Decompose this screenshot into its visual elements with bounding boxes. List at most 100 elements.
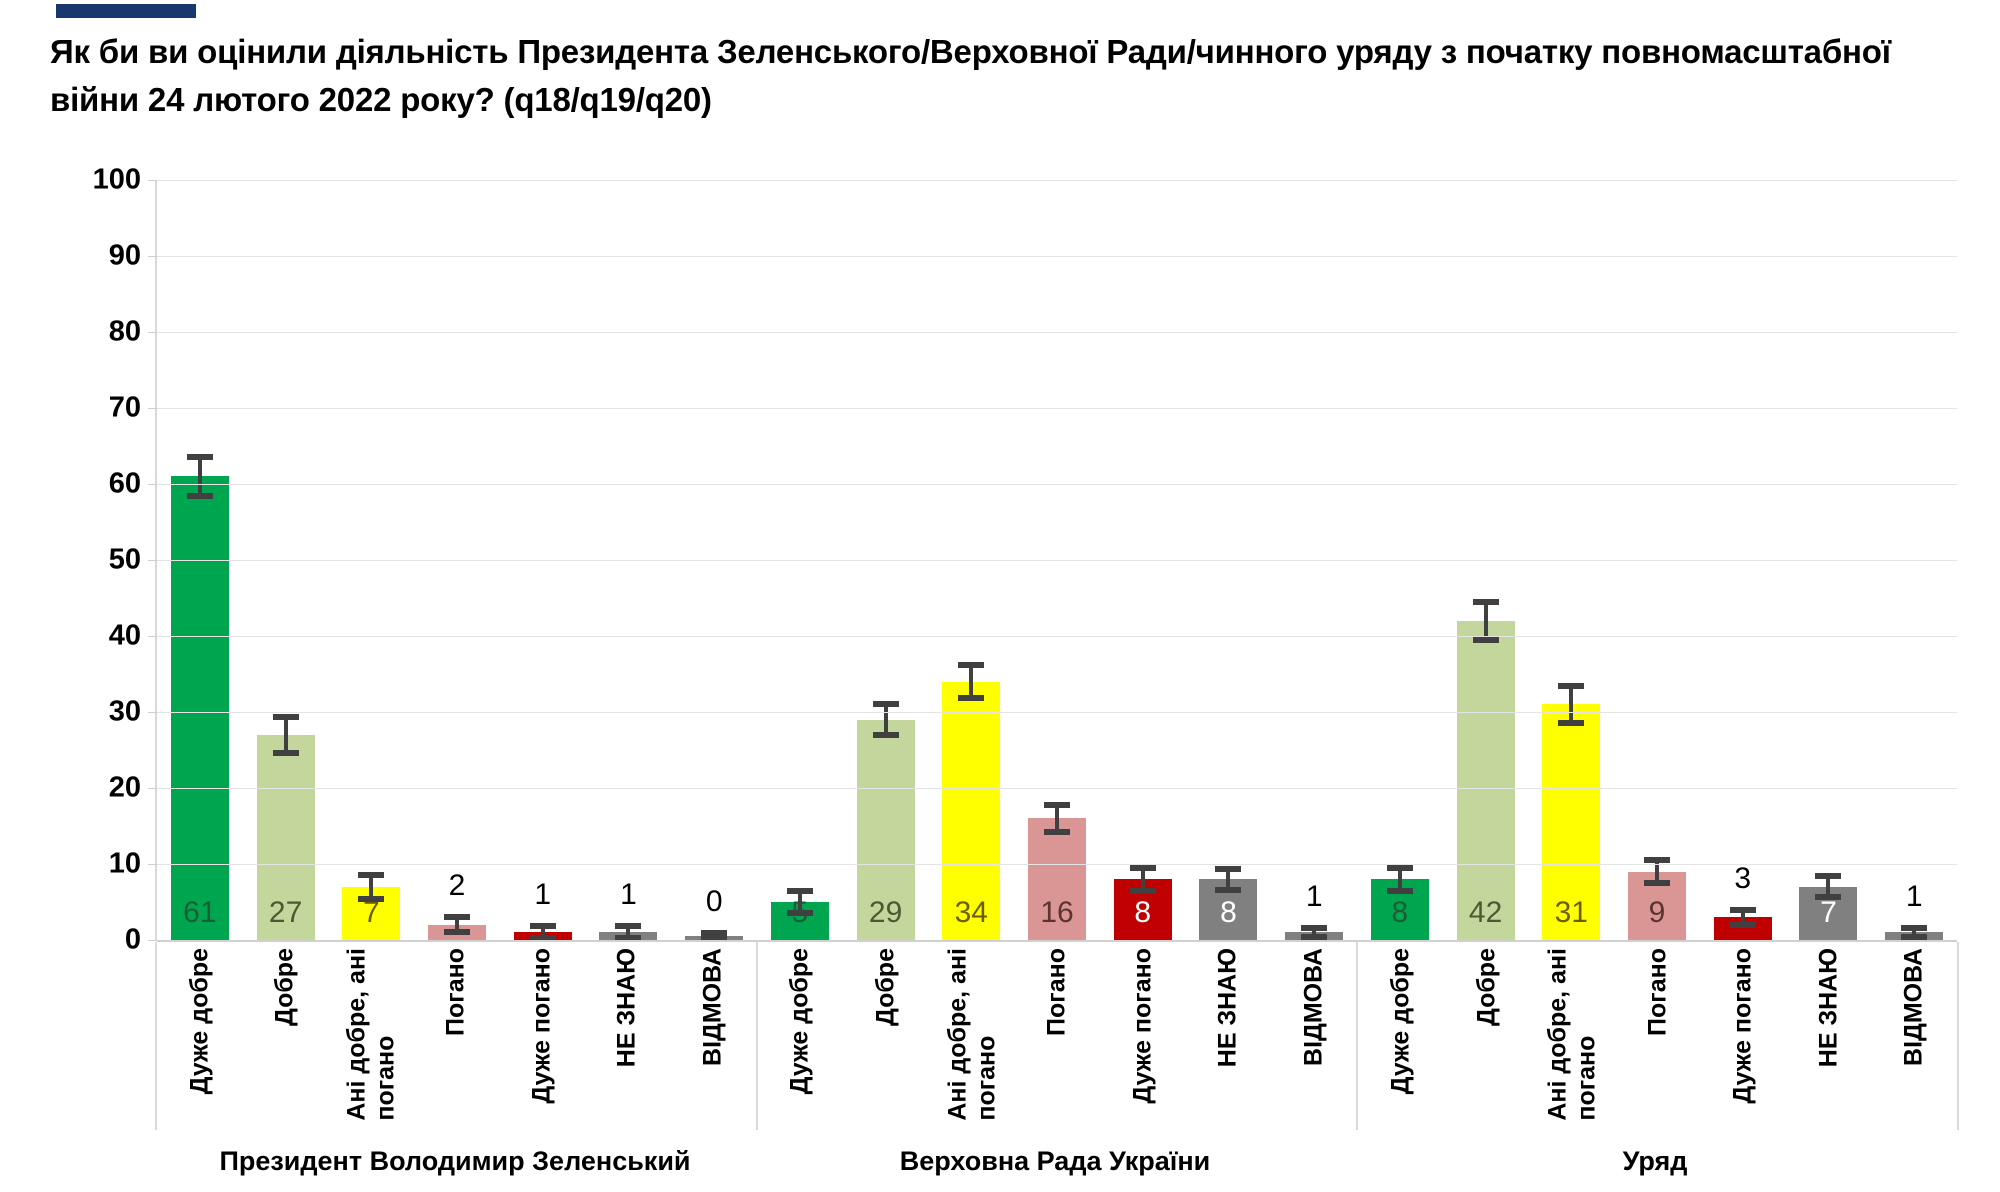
bar[interactable]: 27 bbox=[256, 734, 315, 940]
category-label: Погано bbox=[1042, 948, 1071, 1036]
bar-value-label: 1 bbox=[620, 878, 637, 912]
y-tick-mark bbox=[148, 560, 157, 561]
error-bar-line bbox=[1655, 860, 1660, 883]
gridline bbox=[157, 788, 1957, 789]
bar[interactable]: 16 bbox=[1028, 818, 1087, 940]
error-bar-line bbox=[1055, 804, 1060, 833]
bar-value-label: 1 bbox=[1905, 879, 1923, 913]
category-label: Добре bbox=[871, 948, 900, 1027]
y-tick-label: 0 bbox=[124, 923, 141, 956]
bar[interactable]: 61 bbox=[170, 476, 229, 940]
error-bar-cap-lower bbox=[786, 909, 813, 916]
gridline bbox=[157, 712, 1957, 713]
bar[interactable]: 42 bbox=[1456, 620, 1515, 940]
bar-slot: 5 bbox=[757, 180, 843, 940]
category-label-slot: Дуже погано bbox=[499, 942, 585, 1130]
category-label: ВІДМОВА bbox=[698, 948, 727, 1066]
error-bar-cap-lower bbox=[1558, 719, 1585, 726]
bar-slot: 0 bbox=[671, 180, 757, 943]
y-tick-mark bbox=[148, 256, 157, 257]
category-label-slot: НЕ ЗНАЮ bbox=[585, 942, 671, 1130]
error-bar-cap-upper bbox=[701, 929, 728, 936]
bar-group: 61 27 7 2 1 1 0 bbox=[157, 180, 757, 943]
gridline bbox=[157, 256, 1957, 257]
gridline bbox=[157, 636, 1957, 637]
bar-group: 5 29 34 16 8 8 1 bbox=[757, 180, 1357, 940]
accent-bar bbox=[56, 4, 196, 18]
bar-slot: 16 bbox=[1014, 180, 1100, 940]
y-tick-mark bbox=[148, 788, 157, 789]
error-bar-cap-upper bbox=[1644, 857, 1671, 864]
error-bar-cap-lower bbox=[1901, 933, 1928, 940]
error-bar-line bbox=[969, 664, 974, 699]
category-label: ВІДМОВА bbox=[1299, 948, 1328, 1066]
error-bar-cap-upper bbox=[1901, 924, 1928, 931]
category-label-slot: ВІДМОВА bbox=[670, 942, 756, 1130]
bar[interactable]: 5 bbox=[770, 898, 829, 940]
error-bar-cap-lower bbox=[1129, 887, 1156, 894]
category-label-group: Дуже добре Добре Ані добре, ані погано Пога… bbox=[755, 942, 1357, 1130]
error-bar-cap-upper bbox=[186, 453, 213, 460]
category-label-slot: Погано bbox=[414, 942, 500, 1130]
error-bar-cap-upper bbox=[958, 661, 985, 668]
error-bar-cap-upper bbox=[786, 888, 813, 895]
group-label: Уряд bbox=[1622, 1145, 1688, 1176]
group-label: Президент Володимир Зеленський bbox=[219, 1145, 691, 1176]
bar[interactable]: 34 bbox=[942, 681, 1001, 940]
group-axis: Президент Володимир Зеленський Верховна Р… bbox=[155, 1130, 1955, 1192]
bar[interactable]: 31 bbox=[1542, 704, 1601, 940]
error-bar-line bbox=[797, 891, 802, 913]
category-label-slot: Добре bbox=[243, 942, 329, 1130]
category-label-slot: Погано bbox=[1014, 942, 1100, 1130]
error-bar-line bbox=[1312, 927, 1317, 937]
y-tick-label: 20 bbox=[108, 771, 141, 804]
error-bar-line bbox=[197, 456, 202, 497]
bar-slot: 8 bbox=[1186, 180, 1272, 940]
error-bar-cap-lower bbox=[1729, 921, 1756, 928]
error-bar-line bbox=[1569, 686, 1574, 723]
gridline bbox=[157, 940, 1957, 942]
bar-value-label: 27 bbox=[268, 896, 303, 929]
error-bar-line bbox=[626, 926, 631, 939]
error-bar-line bbox=[883, 704, 888, 735]
error-bar-line bbox=[283, 716, 288, 754]
category-label: Дуже погано bbox=[527, 948, 556, 1104]
bar-slot: 8 bbox=[1357, 180, 1443, 940]
bar[interactable]: 3 bbox=[1713, 863, 1772, 940]
y-tick-label: 80 bbox=[108, 315, 141, 348]
category-label-slot: Добре bbox=[1444, 942, 1530, 1130]
error-bar-cap-lower bbox=[1386, 887, 1413, 894]
y-tick-mark bbox=[148, 864, 157, 865]
y-tick-label: 50 bbox=[108, 543, 141, 576]
error-bar-cap-lower bbox=[444, 929, 471, 936]
error-bar-cap-upper bbox=[1815, 873, 1842, 880]
bar[interactable]: 29 bbox=[856, 719, 915, 940]
bar-value-label: 8 bbox=[1220, 896, 1237, 929]
category-label: Погано bbox=[1643, 948, 1672, 1036]
y-tick-label: 10 bbox=[108, 847, 141, 880]
category-label-slot: Дуже добре bbox=[1358, 942, 1444, 1130]
category-label-slot: Дуже добре bbox=[758, 942, 844, 1130]
error-bar-cap-lower bbox=[1815, 894, 1842, 901]
bar-slot: 9 bbox=[1614, 180, 1700, 940]
bar[interactable]: 7 bbox=[342, 886, 401, 940]
gridline bbox=[157, 864, 1957, 865]
category-label-slot: Дуже добре bbox=[157, 942, 243, 1130]
error-bar-cap-upper bbox=[1129, 864, 1156, 871]
bar-group: 8 42 31 9 3 7 1 bbox=[1357, 180, 1957, 940]
y-axis: 0 10 20 30 40 50 60 70 80 90 100 bbox=[40, 164, 155, 956]
category-label-slot: Добре bbox=[843, 942, 929, 1130]
error-bar-cap-lower bbox=[358, 895, 385, 902]
bar-value-label: 42 bbox=[1468, 896, 1503, 929]
bar-value-label: 31 bbox=[1554, 896, 1588, 929]
category-label-slot: Погано bbox=[1615, 942, 1701, 1130]
category-label: Добре bbox=[270, 948, 299, 1027]
category-label-group: Дуже добре Добре Ані добре, ані погано Пога… bbox=[1356, 942, 1957, 1130]
bar-slot: 34 bbox=[928, 180, 1014, 940]
y-tick-mark bbox=[148, 408, 157, 409]
error-bar-line bbox=[1397, 867, 1402, 891]
error-bar-cap-lower bbox=[1644, 880, 1671, 886]
error-bar-cap-upper bbox=[1215, 865, 1242, 872]
bar-slot: 61 bbox=[157, 180, 243, 940]
bar-slot: 3 bbox=[1700, 180, 1786, 940]
